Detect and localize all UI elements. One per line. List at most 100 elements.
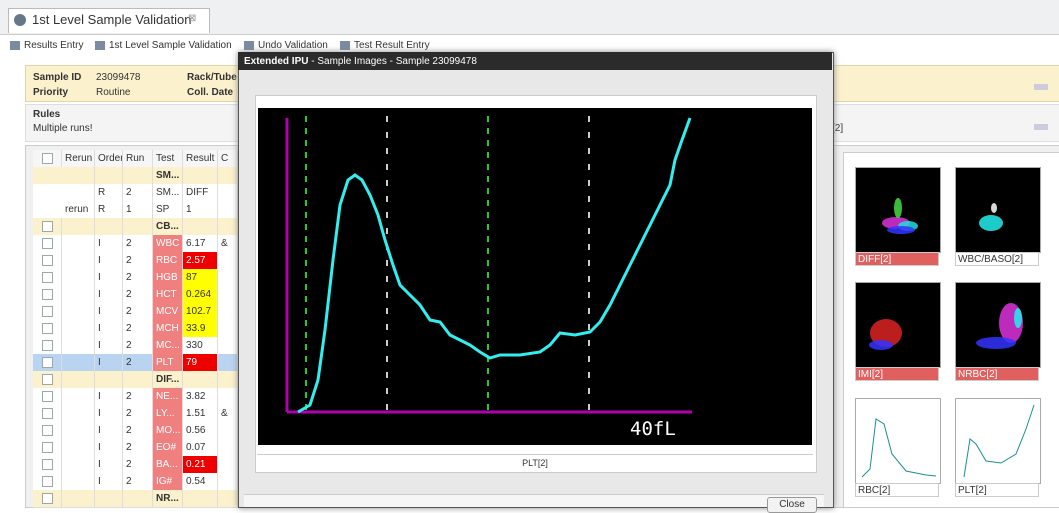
table-row[interactable]: CB... xyxy=(33,218,238,236)
checkbox[interactable] xyxy=(33,490,62,507)
thumbnail-label[interactable]: RBC[2] xyxy=(855,483,939,497)
table-row[interactable]: DIF... xyxy=(33,371,238,389)
c-cell xyxy=(218,201,238,218)
checkbox[interactable] xyxy=(33,235,62,252)
thumbnail[interactable] xyxy=(855,167,941,253)
icon[interactable] xyxy=(1034,84,1048,90)
caption: PLT[2] xyxy=(257,454,813,471)
toolbar-button[interactable]: Test Result Entry xyxy=(338,40,430,51)
c-cell xyxy=(218,337,238,354)
run-cell: 2 xyxy=(123,320,153,337)
run-cell: 2 xyxy=(123,269,153,286)
checkbox[interactable] xyxy=(33,405,62,422)
thumbnail[interactable] xyxy=(855,282,941,368)
column-header[interactable]: C xyxy=(218,150,238,167)
thumbnail[interactable] xyxy=(955,282,1041,368)
image-bg xyxy=(258,108,812,445)
checkbox[interactable] xyxy=(33,456,62,473)
thumbnail-label[interactable]: DIFF[2] xyxy=(855,252,939,266)
checkbox[interactable] xyxy=(33,354,62,371)
rerun-cell xyxy=(62,439,95,456)
checkbox[interactable] xyxy=(33,303,62,320)
run-cell: 2 xyxy=(123,354,153,371)
table-row[interactable]: NR... xyxy=(33,490,238,508)
c-cell: & xyxy=(218,235,238,252)
checkbox[interactable] xyxy=(33,269,62,286)
rerun-cell xyxy=(62,337,95,354)
rerun-cell xyxy=(62,235,95,252)
checkbox[interactable] xyxy=(33,422,62,439)
table-row[interactable]: SM... xyxy=(33,167,238,185)
close-button[interactable]: Close xyxy=(767,497,817,513)
checkbox[interactable] xyxy=(33,371,62,388)
run-cell xyxy=(123,490,153,507)
thumbnail[interactable] xyxy=(855,398,941,484)
checkbox[interactable] xyxy=(33,218,62,235)
c-cell xyxy=(218,167,238,184)
icon xyxy=(340,41,350,50)
test-cell: MC... xyxy=(153,337,183,354)
thumbnail-label[interactable]: WBC/BASO[2] xyxy=(955,252,1039,266)
c-cell xyxy=(218,184,238,201)
thumbnail-image xyxy=(956,283,1040,367)
test-cell: EO# xyxy=(153,439,183,456)
icon[interactable] xyxy=(1034,124,1048,130)
checkbox[interactable] xyxy=(33,150,62,167)
scatter-blob xyxy=(979,215,1003,231)
icon xyxy=(244,41,254,50)
rerun-cell xyxy=(62,490,95,507)
column-header[interactable]: Order xyxy=(95,150,123,167)
order-cell: I xyxy=(95,303,123,320)
order-cell: I xyxy=(95,405,123,422)
checkbox[interactable] xyxy=(33,439,62,456)
results-table: RerunOrderRunTestResultCSM...R2SM...DIFF… xyxy=(0,0,240,506)
thumbnail-label[interactable]: IMI[2] xyxy=(855,367,939,381)
checkbox[interactable] xyxy=(33,320,62,337)
order-cell: I xyxy=(95,473,123,490)
c-cell xyxy=(218,422,238,439)
dialog-title: Extended IPU - Sample Images - Sample 23… xyxy=(244,56,477,67)
run-cell: 2 xyxy=(123,252,153,269)
column-header[interactable]: Result xyxy=(183,150,218,167)
toolbar-button[interactable]: Undo Validation xyxy=(242,40,328,51)
checkbox[interactable] xyxy=(33,473,62,490)
order-cell: I xyxy=(95,320,123,337)
checkbox[interactable] xyxy=(33,286,62,303)
thumbnail-image xyxy=(856,399,940,483)
rerun-cell xyxy=(62,371,95,388)
thumbnail[interactable] xyxy=(955,398,1041,484)
order-cell: I xyxy=(95,388,123,405)
order-cell: I xyxy=(95,286,123,303)
checkbox[interactable] xyxy=(33,388,62,405)
checkbox[interactable] xyxy=(33,252,62,269)
thumbnail[interactable] xyxy=(955,167,1041,253)
column-header[interactable]: Run xyxy=(123,150,153,167)
thumbnail-label[interactable]: PLT[2] xyxy=(955,483,1039,497)
result-cell: 0.07 xyxy=(183,439,218,456)
column-header[interactable]: Test xyxy=(153,150,183,167)
checkbox[interactable] xyxy=(33,337,62,354)
rerun-cell xyxy=(62,218,95,235)
column-header[interactable]: Rerun xyxy=(62,150,95,167)
result-cell: 79 xyxy=(183,354,218,371)
thumbnail-label[interactable]: NRBC[2] xyxy=(955,367,1039,381)
result-cell xyxy=(183,490,218,507)
c-cell xyxy=(218,354,238,371)
dialog-slider[interactable] xyxy=(244,494,824,507)
